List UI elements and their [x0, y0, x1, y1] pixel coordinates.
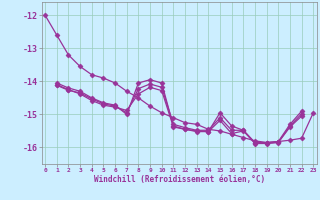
X-axis label: Windchill (Refroidissement éolien,°C): Windchill (Refroidissement éolien,°C): [94, 175, 265, 184]
